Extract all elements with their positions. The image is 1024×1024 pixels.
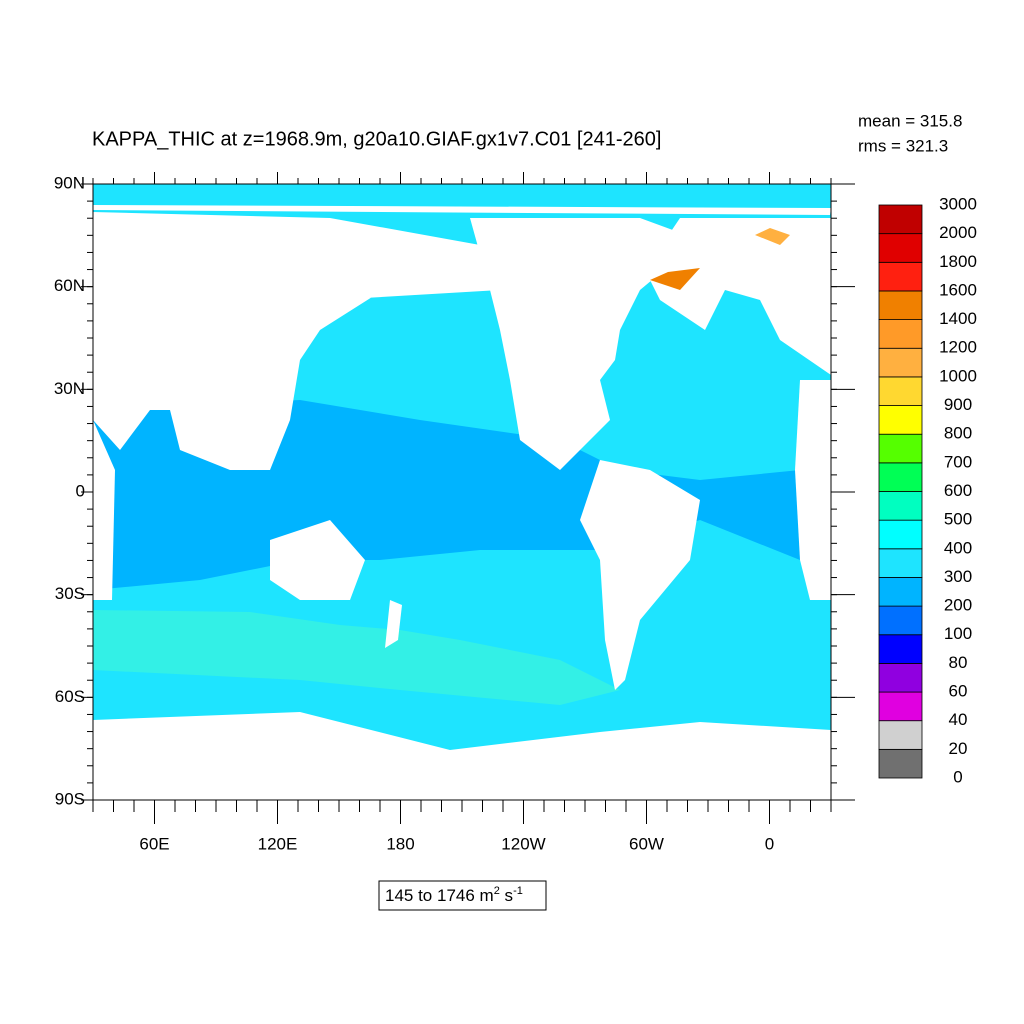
lon-label: 120E: [258, 834, 298, 853]
lon-label: 180: [386, 834, 414, 853]
range-text: 145 to 1746 m: [385, 886, 494, 905]
colorbar-box: [878, 204, 923, 235]
colorbar-box: [878, 748, 923, 779]
colorbar-label: 400: [944, 538, 972, 557]
lat-label: 0: [76, 481, 85, 500]
colorbar-box: [878, 433, 923, 464]
colorbar-box: [878, 577, 923, 607]
colorbar-label: 2000: [939, 223, 977, 242]
colorbar-label: 800: [944, 424, 972, 443]
labrador-high: [650, 268, 700, 290]
colorbar-box: [878, 519, 923, 550]
colorbar-label: 200: [944, 596, 972, 615]
colorbar-label: 20: [949, 739, 968, 758]
colorbar-box: [878, 319, 923, 349]
land: [93, 205, 831, 800]
colorbar-box: [878, 634, 923, 664]
lat-label: 30N: [54, 379, 85, 398]
colorbar-label: 900: [944, 395, 972, 414]
lon-label: 60E: [139, 834, 169, 853]
lon-label: 120W: [501, 834, 545, 853]
colorbar-label: 3000: [939, 194, 977, 213]
colorbar-label: 500: [944, 510, 972, 529]
colorbar-label: 80: [949, 653, 968, 672]
range-label: 145 to 1746 m2 s-1: [385, 885, 523, 906]
colorbar-box: [878, 462, 923, 492]
colorbar-label: 1400: [939, 309, 977, 328]
colorbar-box: [878, 376, 923, 406]
colorbar-label: 1000: [939, 366, 977, 385]
colorbar-box: [878, 347, 923, 378]
colorbar-label: 1200: [939, 338, 977, 357]
colorbar-box: [878, 720, 923, 750]
colorbar-label: 100: [944, 624, 972, 643]
range-sup: 2: [494, 885, 500, 897]
mean: mean = 315.8: [858, 111, 962, 130]
colorbar-label: 300: [944, 567, 972, 586]
colorbar-box: [878, 605, 923, 636]
lat-label: 30S: [55, 584, 85, 603]
colorbar-label: 0: [953, 767, 962, 786]
map: [93, 184, 831, 800]
southern-band: [93, 610, 620, 705]
lat-label: 90S: [55, 789, 85, 808]
colorbar-box: [878, 233, 923, 263]
range-sup: -1: [513, 885, 523, 897]
colorbar-label: 1800: [939, 252, 977, 271]
colorbar-label: 40: [949, 710, 968, 729]
lat-label: 60S: [55, 687, 85, 706]
lon-label: 60W: [629, 834, 664, 853]
colorbar-label: 600: [944, 481, 972, 500]
lat-label: 60N: [54, 276, 85, 295]
colorbar-box: [878, 491, 923, 521]
colorbar-label: 700: [944, 452, 972, 471]
range-text: s: [500, 886, 513, 905]
lon-label: 0: [765, 834, 774, 853]
colorbar-box: [878, 290, 923, 321]
title: KAPPA_THIC at z=1968.9m, g20a10.GIAF.gx1…: [92, 128, 661, 150]
colorbar-box: [878, 691, 923, 722]
colorbar-label: 1600: [939, 280, 977, 299]
colorbar-box: [878, 548, 923, 578]
colorbar-box: [878, 663, 923, 693]
rms: rms = 321.3: [858, 136, 948, 155]
nordic-high: [755, 228, 790, 245]
range-box: [378, 880, 547, 911]
colorbar-box: [878, 261, 923, 292]
colorbar-label: 60: [949, 682, 968, 701]
colorbar-box: [878, 405, 923, 435]
lat-label: 90N: [54, 173, 85, 192]
